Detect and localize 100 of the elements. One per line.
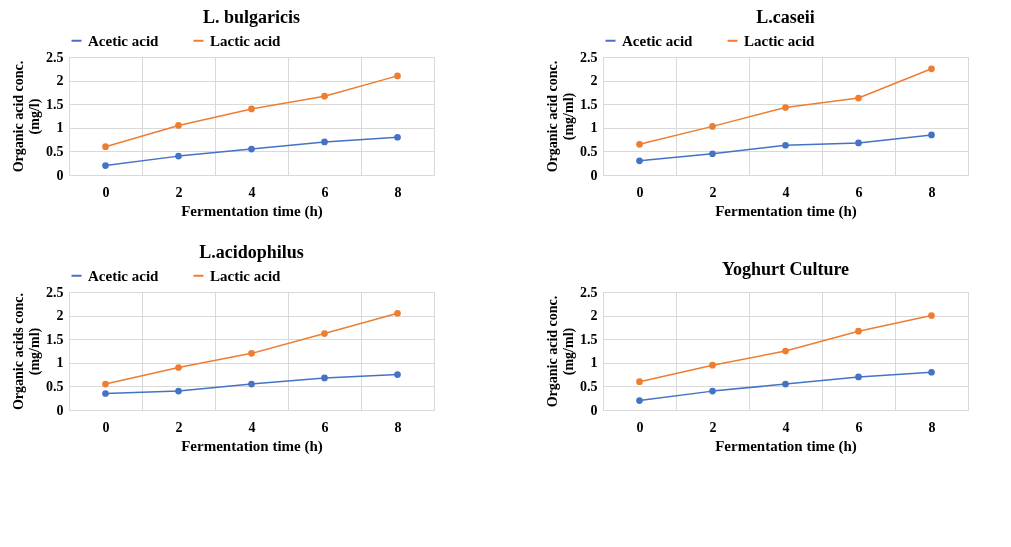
y-tick-label: 2: [590, 308, 598, 324]
legend-label: Lactic acid: [210, 267, 282, 284]
legend-label: Lactic acid: [744, 32, 816, 49]
x-tick-label: 8: [928, 419, 936, 435]
point: [636, 378, 643, 386]
point: [321, 138, 328, 146]
point: [394, 309, 401, 317]
x-tick-label: 2: [175, 184, 183, 200]
y-axis-title: Organic acid conc. (mg/ml): [545, 295, 577, 408]
y-tick-label: 0: [590, 167, 598, 183]
y-tick-label: 0.5: [46, 378, 64, 394]
y-tick-label: 2.5: [46, 284, 64, 300]
x-axis-title: Fermentation time (h): [715, 437, 857, 455]
y-tick-label: 2.5: [46, 49, 64, 65]
chart-title: L.caseii: [756, 7, 815, 27]
point: [321, 92, 328, 100]
point: [855, 327, 862, 335]
x-axis-title: Fermentation time (h): [181, 437, 323, 455]
x-tick-label: 4: [248, 184, 256, 200]
point: [248, 145, 255, 153]
point: [175, 364, 182, 371]
y-tick-label: 2: [56, 73, 64, 89]
point: [928, 131, 935, 139]
chart-title: L. bulgaricis: [202, 7, 301, 27]
x-axis-title: Fermentation time (h): [715, 202, 857, 220]
x-tick-label: 4: [782, 184, 790, 200]
x-tick-label: 2: [175, 419, 183, 435]
y-tick-label: 2.5: [580, 49, 598, 65]
point: [855, 94, 862, 102]
point: [855, 373, 862, 381]
point: [928, 65, 935, 73]
point: [782, 104, 789, 111]
point: [394, 72, 401, 80]
y-tick-label: 0: [56, 402, 64, 418]
x-tick-label: 8: [394, 419, 402, 435]
point: [175, 387, 182, 395]
point: [248, 350, 255, 357]
x-tick-label: 2: [709, 419, 717, 435]
legend-label: Acetic acid: [88, 267, 160, 284]
x-tick-label: 4: [782, 419, 790, 435]
point: [248, 105, 255, 113]
y-tick-label: 0.5: [580, 143, 598, 159]
legend-label: Lactic acid: [210, 32, 282, 49]
point: [709, 123, 716, 130]
y-tick-label: 2: [590, 73, 598, 89]
y-tick-label: 1: [590, 120, 598, 136]
point: [175, 152, 182, 160]
point: [636, 157, 643, 165]
point: [709, 150, 716, 158]
point: [636, 140, 643, 148]
y-tick-label: 1.5: [580, 96, 598, 112]
point: [928, 368, 935, 376]
y-tick-label: 0.5: [46, 143, 64, 159]
legend-label: Acetic acid: [88, 32, 160, 49]
x-tick-label: 6: [855, 184, 863, 200]
y-tick-label: 1: [56, 120, 64, 136]
y-axis-title: Organic acid conc. (mg/ml): [545, 60, 577, 173]
x-tick-label: 6: [321, 419, 329, 435]
point: [394, 133, 401, 141]
y-tick-label: 1.5: [46, 331, 64, 347]
y-tick-label: 2.5: [580, 284, 598, 300]
chart-title: L.acidophilus: [199, 242, 304, 262]
point: [102, 390, 109, 397]
y-axis-title: Organic acids conc. (mg/ml): [11, 292, 43, 411]
point: [782, 347, 789, 355]
point: [102, 162, 109, 169]
point: [102, 380, 109, 388]
x-tick-label: 8: [394, 184, 402, 200]
y-tick-label: 0: [590, 402, 598, 418]
y-axis-title: Organic acid conc. (mg/l): [11, 60, 43, 173]
x-tick-label: 8: [928, 184, 936, 200]
x-tick-label: 2: [709, 184, 717, 200]
point: [636, 397, 643, 404]
point: [248, 380, 255, 388]
y-tick-label: 0.5: [580, 378, 598, 394]
y-tick-label: 0: [56, 167, 64, 183]
chart-title: Yoghurt Culture: [721, 259, 850, 279]
x-tick-label: 6: [321, 184, 329, 200]
x-tick-label: 6: [855, 419, 863, 435]
x-tick-label: 0: [636, 419, 644, 435]
x-tick-label: 4: [248, 419, 256, 435]
legend-label: Acetic acid: [622, 32, 694, 49]
point: [102, 143, 109, 151]
y-tick-label: 1.5: [580, 331, 598, 347]
point: [175, 122, 182, 129]
x-tick-label: 0: [102, 419, 110, 435]
point: [321, 374, 328, 382]
y-tick-label: 1: [590, 355, 598, 371]
y-tick-label: 1: [56, 355, 64, 371]
point: [782, 141, 789, 149]
x-axis-title: Fermentation time (h): [181, 202, 323, 220]
x-tick-label: 0: [636, 184, 644, 200]
y-tick-label: 1.5: [46, 96, 64, 112]
point: [709, 361, 716, 369]
point: [782, 380, 789, 388]
point: [928, 312, 935, 319]
x-tick-label: 0: [102, 184, 110, 200]
point: [855, 139, 862, 147]
point: [394, 371, 401, 378]
point: [709, 387, 716, 395]
